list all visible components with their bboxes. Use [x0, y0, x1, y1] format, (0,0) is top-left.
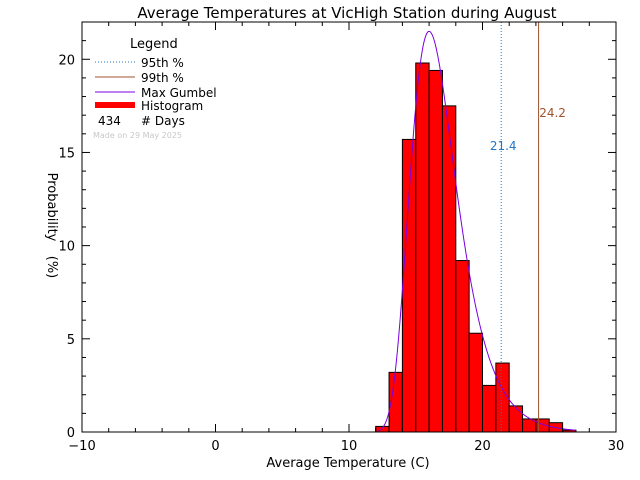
x-tick-label: 30: [608, 439, 625, 454]
x-tick-label: 0: [211, 439, 219, 454]
y-axis-label: Probability: [44, 173, 59, 242]
x-tick-label: 10: [341, 439, 358, 454]
histogram-bar: [455, 260, 470, 433]
y-tick-label: 0: [67, 426, 75, 441]
legend: Legend 95th % 99th % Max Gumbel Histogra…: [93, 37, 217, 140]
histogram-bar: [401, 138, 417, 433]
y-tick-label: 10: [58, 240, 75, 255]
legend-count-label: # Days: [141, 114, 185, 128]
made-on-note: Made on 29 May 2025: [93, 131, 182, 140]
legend-label-gumbel: Max Gumbel: [141, 86, 217, 100]
histogram-bar: [441, 105, 457, 433]
x-axis-label: Average Temperature (C): [266, 456, 429, 471]
x-tick-label: −10: [68, 439, 95, 454]
legend-label-95th: 95th %: [141, 56, 184, 70]
percentile-lines: 21.4 24.2: [490, 22, 566, 432]
legend-label-99th: 99th %: [141, 71, 184, 85]
legend-label-histogram: Histogram: [141, 99, 203, 113]
y-tick-label: 5: [67, 333, 75, 348]
percentile-label-99th: 24.2: [539, 106, 566, 120]
y-tick-label: 15: [58, 146, 75, 161]
legend-title: Legend: [130, 37, 178, 52]
histogram-bar: [415, 62, 430, 433]
gumbel-curve: [378, 30, 576, 432]
y-tick-label: 20: [58, 53, 75, 68]
histogram-bar: [508, 405, 524, 433]
y-axis-unit: (%): [44, 256, 59, 279]
histogram-bar: [482, 384, 497, 433]
histogram-bar: [468, 332, 483, 433]
chart-title: Average Temperatures at VicHigh Station …: [137, 4, 556, 22]
x-tick-label: 20: [474, 439, 491, 454]
legend-count-value: 434: [98, 114, 121, 128]
percentile-label-95th: 21.4: [490, 139, 517, 153]
legend-swatch-histogram: [95, 102, 135, 108]
histogram-bar: [428, 69, 443, 433]
